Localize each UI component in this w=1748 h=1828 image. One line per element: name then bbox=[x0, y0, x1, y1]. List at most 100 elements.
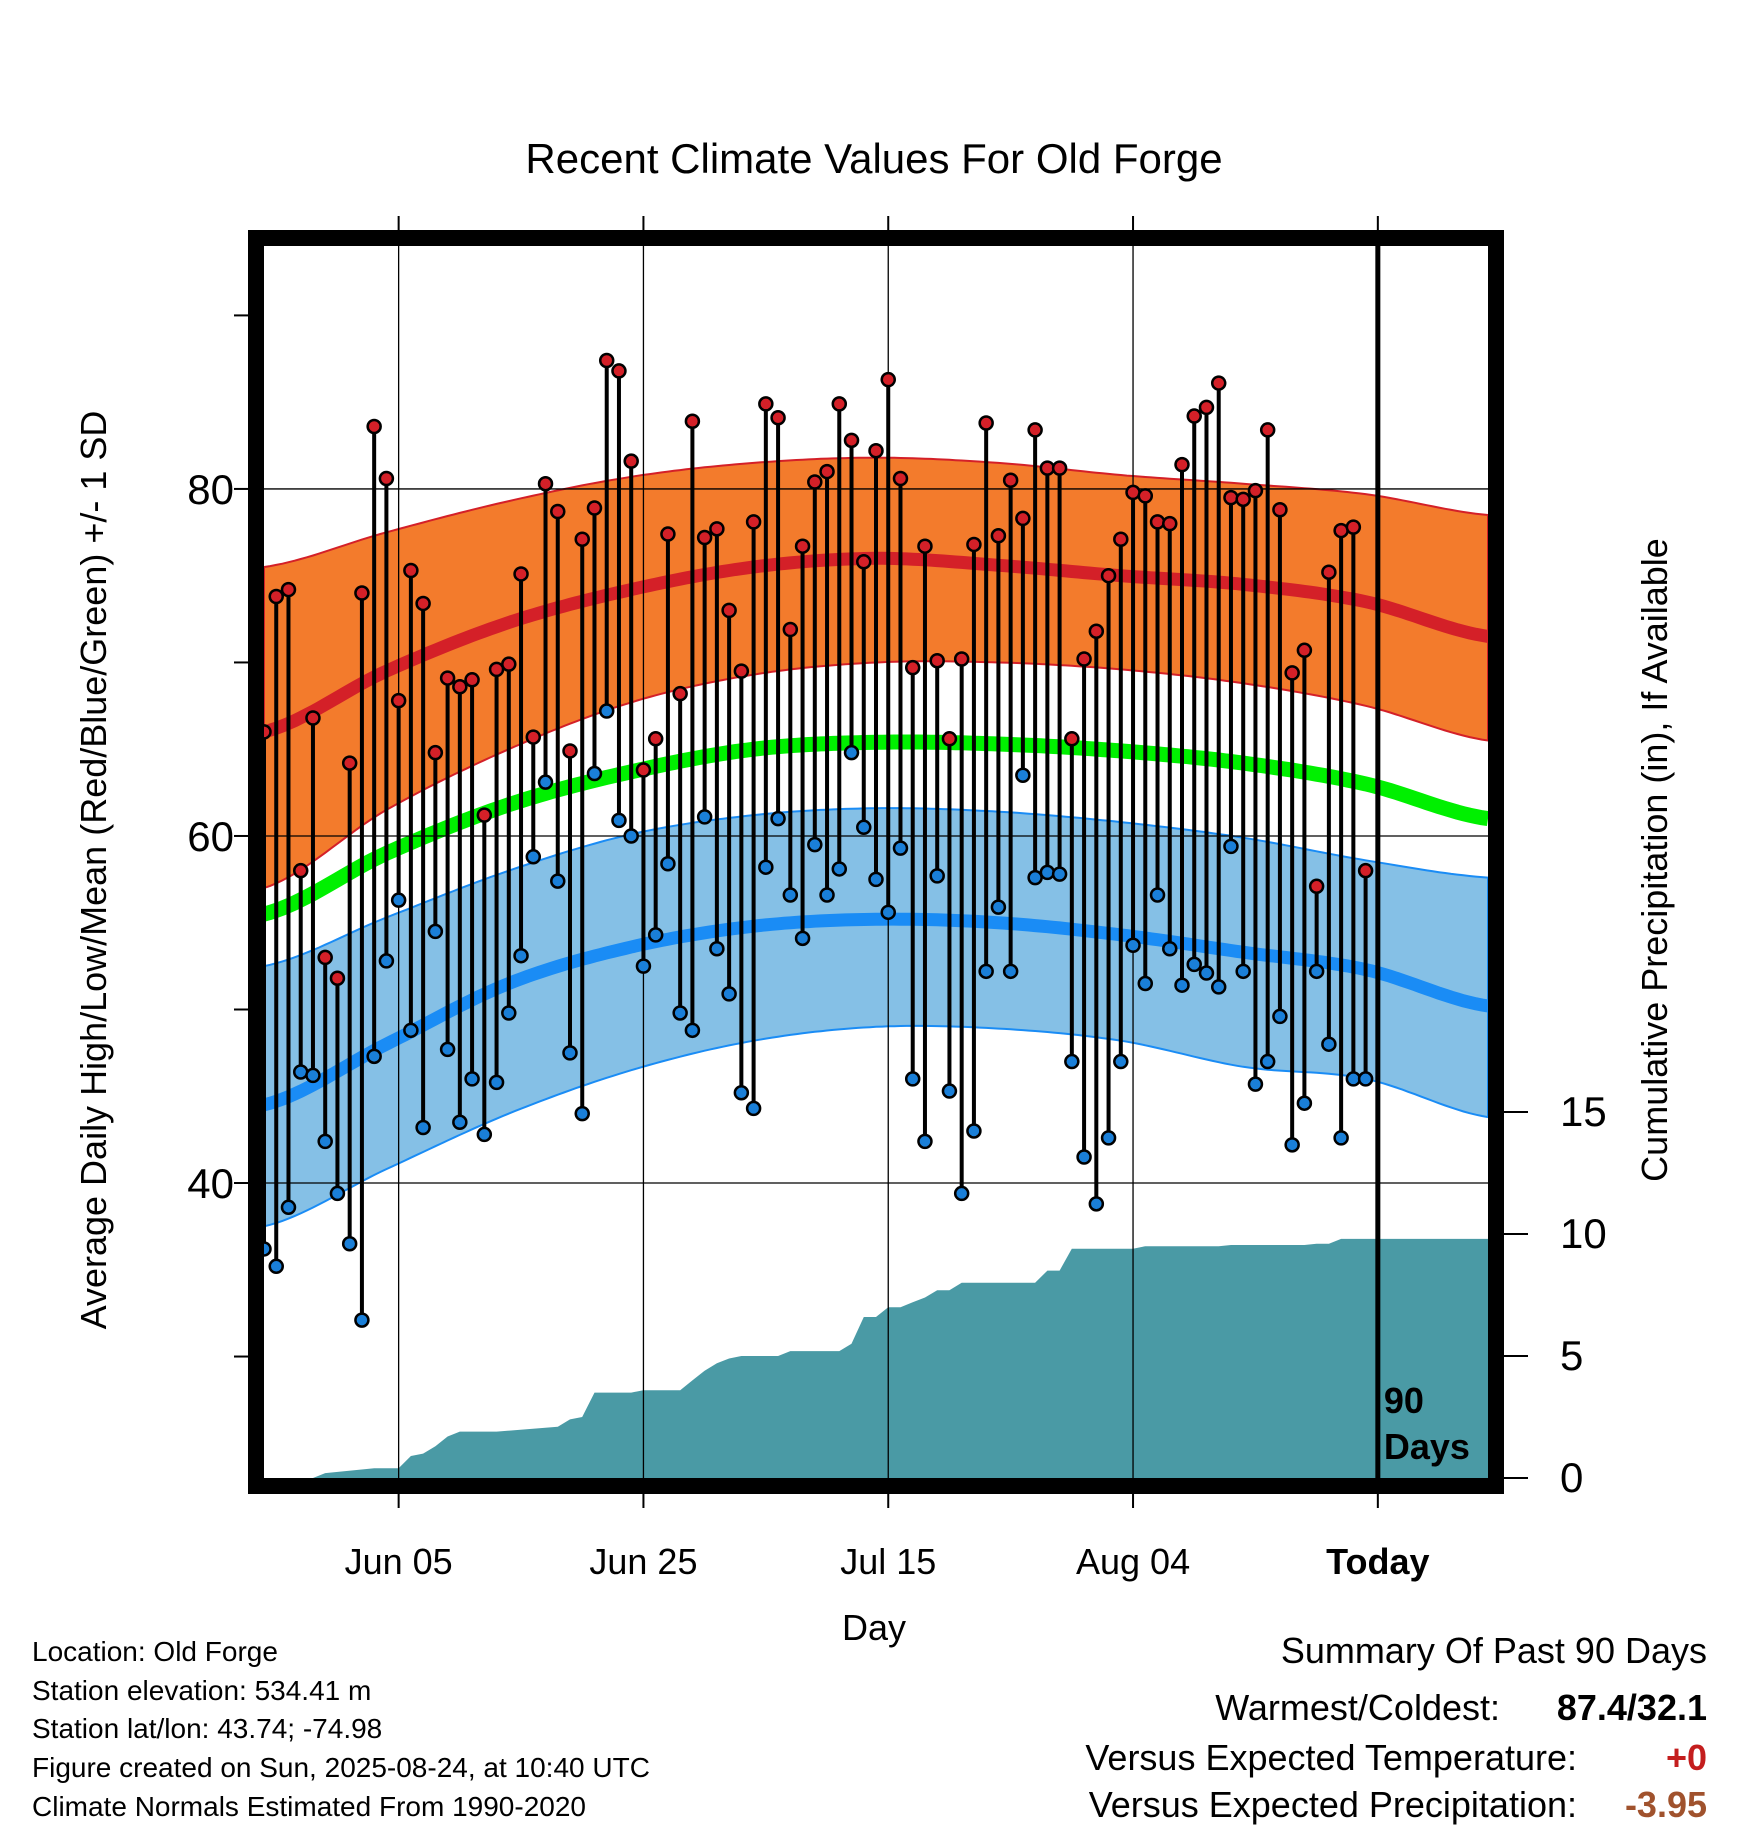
daily-low-point bbox=[550, 873, 566, 889]
daily-high-point bbox=[709, 521, 725, 537]
daily-low-point bbox=[623, 828, 639, 844]
daily-high-point bbox=[917, 538, 933, 554]
daily-high-point bbox=[929, 652, 945, 669]
daily-high-point bbox=[1321, 564, 1337, 580]
today-label: 90 bbox=[1384, 1380, 1424, 1421]
daily-low-point bbox=[439, 1041, 456, 1058]
daily-low-point bbox=[1051, 866, 1068, 882]
daily-high-point bbox=[953, 651, 970, 667]
today-label: Days bbox=[1384, 1426, 1470, 1467]
daily-low-point bbox=[1186, 956, 1202, 973]
daily-high-point bbox=[537, 475, 554, 492]
daily-low-point bbox=[917, 1133, 933, 1150]
daily-high-point bbox=[586, 500, 603, 516]
daily-low-point bbox=[598, 703, 615, 719]
daily-high-point bbox=[1357, 862, 1374, 879]
daily-low-point bbox=[696, 809, 713, 825]
daily-low-point bbox=[378, 953, 395, 969]
daily-high-point bbox=[550, 503, 566, 520]
daily-low-point bbox=[1064, 1053, 1080, 1070]
daily-low-point bbox=[317, 1133, 333, 1150]
x-tick-label: Aug 04 bbox=[1076, 1541, 1190, 1582]
daily-low-point bbox=[1100, 1130, 1117, 1146]
daily-high-point bbox=[794, 538, 811, 554]
daily-high-point bbox=[1100, 567, 1117, 584]
daily-high-point bbox=[574, 531, 590, 548]
daily-low-point bbox=[1015, 767, 1031, 783]
daily-high-point bbox=[672, 685, 688, 702]
daily-low-point bbox=[488, 1074, 505, 1091]
daily-high-point bbox=[292, 862, 309, 879]
summary-temp-value: +0 bbox=[1666, 1737, 1707, 1778]
y-axis-left-label: Average Daily High/Low/Mean (Red/Blue/Gr… bbox=[73, 411, 114, 1330]
x-tick-label: Jun 25 bbox=[589, 1541, 697, 1582]
daily-high-point bbox=[354, 585, 370, 601]
daily-low-point bbox=[1210, 979, 1227, 995]
summary-precip-label: Versus Expected Precipitation: bbox=[1089, 1784, 1577, 1825]
daily-high-point bbox=[1088, 623, 1105, 639]
daily-high-point bbox=[1247, 482, 1264, 499]
daily-high-point bbox=[378, 470, 395, 487]
daily-low-point bbox=[1235, 963, 1251, 980]
daily-low-point bbox=[758, 859, 774, 875]
daily-low-point bbox=[745, 1100, 762, 1117]
daily-high-point bbox=[904, 659, 921, 676]
daily-low-point bbox=[427, 923, 444, 940]
y-left-tick-label: 80 bbox=[187, 466, 234, 513]
daily-low-point bbox=[941, 1083, 958, 1099]
daily-high-point bbox=[611, 363, 627, 379]
daily-low-point bbox=[660, 855, 676, 872]
daily-high-point bbox=[1113, 531, 1129, 548]
daily-low-point bbox=[892, 840, 909, 856]
daily-high-point bbox=[807, 474, 823, 490]
daily-low-point bbox=[807, 836, 823, 853]
daily-low-point bbox=[501, 1005, 517, 1021]
daily-high-point bbox=[745, 514, 762, 530]
daily-high-point bbox=[1284, 665, 1300, 681]
daily-high-point bbox=[868, 443, 884, 459]
daily-high-point bbox=[892, 470, 909, 487]
daily-low-point bbox=[329, 1185, 346, 1202]
summary-title: Summary Of Past 90 Days bbox=[1281, 1630, 1707, 1671]
daily-high-point bbox=[1223, 489, 1239, 506]
daily-high-point bbox=[941, 731, 958, 747]
daily-low-point bbox=[856, 819, 872, 836]
daily-low-point bbox=[1174, 977, 1190, 993]
daily-high-point bbox=[635, 762, 652, 778]
chart-title: Recent Climate Values For Old Forge bbox=[525, 135, 1222, 182]
daily-high-point bbox=[525, 729, 542, 745]
daily-high-point bbox=[1051, 460, 1068, 476]
daily-low-point bbox=[525, 849, 542, 865]
daily-low-point bbox=[452, 1114, 468, 1131]
daily-low-point bbox=[831, 861, 848, 877]
daily-low-point bbox=[1333, 1130, 1349, 1146]
daily-high-point bbox=[660, 526, 676, 542]
daily-high-point bbox=[305, 710, 321, 726]
daily-low-point bbox=[305, 1067, 321, 1084]
daily-low-point bbox=[292, 1064, 309, 1080]
plot-frame bbox=[248, 230, 1504, 1494]
daily-high-point bbox=[1210, 375, 1227, 391]
daily-low-point bbox=[1125, 937, 1141, 954]
daily-low-point bbox=[929, 868, 945, 884]
daily-high-point bbox=[1174, 456, 1190, 473]
daily-high-point bbox=[476, 807, 493, 823]
daily-high-point bbox=[329, 970, 346, 987]
daily-high-point bbox=[856, 554, 872, 570]
daily-low-point bbox=[1149, 887, 1166, 903]
daily-low-point bbox=[1296, 1095, 1313, 1111]
x-tick-label: Today bbox=[1326, 1541, 1429, 1582]
summary-warm-cold-value: 87.4/32.1 bbox=[1557, 1687, 1707, 1728]
x-tick-label: Jul 15 bbox=[840, 1541, 936, 1582]
daily-low-point bbox=[709, 941, 725, 957]
daily-high-point bbox=[501, 656, 517, 672]
daily-high-point bbox=[366, 418, 382, 435]
y-axis-right-label: Cumulative Precipitation (in), If Availa… bbox=[1634, 538, 1675, 1182]
info-latlon: Station lat/lon: 43.74; -74.98 bbox=[32, 1713, 382, 1744]
daily-high-point bbox=[513, 566, 529, 582]
daily-low-point bbox=[721, 986, 737, 1002]
low-normal-line bbox=[264, 912, 1488, 1112]
x-axis-label: Day bbox=[842, 1607, 906, 1648]
daily-high-point bbox=[978, 415, 994, 431]
y-left-tick-label: 40 bbox=[187, 1160, 234, 1207]
